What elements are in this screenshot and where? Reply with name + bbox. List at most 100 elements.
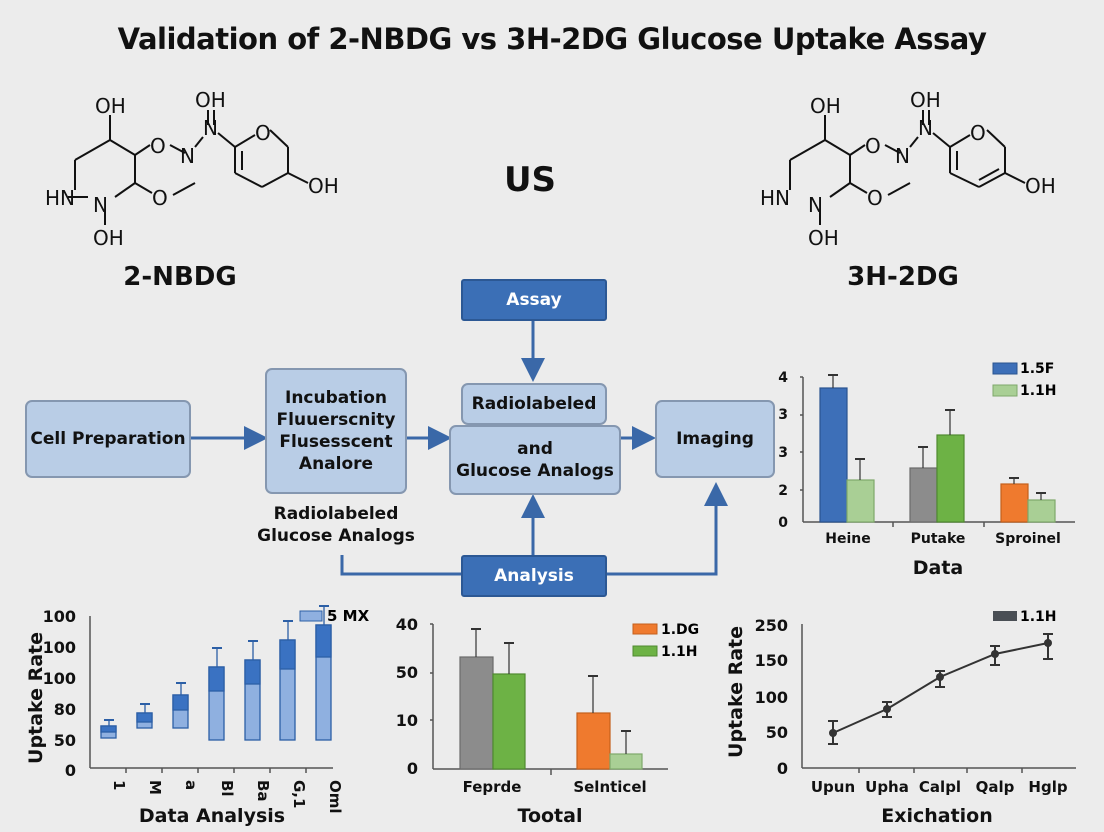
xtick: Bl bbox=[218, 780, 236, 797]
molecule-2nbdg-structure: OH HN N OH O N N OH O O OH bbox=[45, 88, 339, 250]
chart-bottom-right: 250 150 100 50 0 Uptake Rate Upun Upha C… bbox=[725, 609, 1076, 827]
x-axis-label: Exichation bbox=[881, 805, 993, 827]
ytick: 50 bbox=[54, 731, 76, 750]
chart-legend: 1.DG 1.1H bbox=[632, 622, 699, 660]
svg-text:HN: HN bbox=[760, 186, 790, 210]
chart-bottom-middle: 40 50 10 0 Feprde Selnticel Tootal 1.DG … bbox=[396, 615, 699, 827]
svg-text:HN: HN bbox=[45, 186, 75, 210]
ytick: 100 bbox=[43, 669, 76, 688]
xtick: Selnticel bbox=[573, 778, 646, 796]
xtick: Hglp bbox=[1028, 778, 1067, 796]
flow-box-radiolabeled: Radiolabeled bbox=[461, 383, 607, 425]
ytick: 40 bbox=[396, 615, 418, 634]
x-axis-label: Tootal bbox=[518, 805, 583, 827]
svg-text:OH: OH bbox=[810, 94, 841, 118]
legend-label: 1.1H bbox=[1020, 609, 1057, 625]
flow-box-imaging: Imaging bbox=[655, 400, 775, 478]
svg-text:O: O bbox=[865, 134, 881, 158]
svg-text:N: N bbox=[895, 144, 910, 168]
x-axis-label: Data bbox=[913, 557, 964, 579]
svg-text:OH: OH bbox=[1025, 174, 1056, 198]
xtick: Upha bbox=[865, 778, 909, 796]
chart-legend: 1.1H bbox=[993, 609, 1057, 625]
ytick: 150 bbox=[755, 651, 788, 670]
xtick: Feprde bbox=[463, 778, 522, 796]
svg-text:OH: OH bbox=[808, 226, 839, 250]
chart-legend: 1.5F 1.1H bbox=[992, 361, 1057, 399]
svg-text:N: N bbox=[93, 193, 108, 217]
ytick: 2 bbox=[778, 483, 788, 499]
xtick: Heine bbox=[825, 531, 870, 547]
legend-label: 1.DG bbox=[661, 622, 699, 638]
ytick: 0 bbox=[407, 759, 418, 778]
chart-bottom-left: 100 100 100 80 50 0 Uptake Rate 1 M a Bl… bbox=[25, 605, 370, 827]
ytick: 50 bbox=[396, 663, 418, 682]
incubation-line-3: Flusesscent bbox=[279, 432, 393, 452]
ytick: 100 bbox=[755, 688, 788, 707]
svg-text:OH: OH bbox=[195, 88, 226, 112]
ytick: 0 bbox=[65, 761, 76, 780]
legend-label: 5 MX bbox=[327, 607, 370, 625]
svg-text:N: N bbox=[918, 116, 933, 140]
svg-text:O: O bbox=[255, 121, 271, 145]
ytick: 0 bbox=[778, 515, 788, 531]
xtick: Qalp bbox=[976, 778, 1015, 796]
ytick: 80 bbox=[54, 700, 76, 719]
xtick: Putake bbox=[911, 531, 966, 547]
molecule-label-2nbdg: 2-NBDG bbox=[123, 262, 237, 292]
svg-text:O: O bbox=[867, 186, 883, 210]
svg-text:N: N bbox=[808, 193, 823, 217]
glucose-line-1: and bbox=[517, 438, 553, 459]
molecule-3h2dg-structure: OH HN N OH O N N OH O O OH bbox=[760, 88, 1056, 250]
flow-box-assay: Assay bbox=[461, 279, 607, 321]
legend-label: 1.5F bbox=[1020, 361, 1054, 377]
ytick: 3 bbox=[778, 407, 788, 423]
flow-box-incubation: Incubation Fluuerscnity Flusesscent Anal… bbox=[265, 368, 407, 494]
svg-text:O: O bbox=[150, 134, 166, 158]
y-axis-label: Uptake Rate bbox=[25, 632, 47, 764]
svg-text:OH: OH bbox=[95, 94, 126, 118]
xtick: Sproinel bbox=[995, 531, 1061, 547]
flow-box-analysis: Analysis bbox=[461, 555, 607, 597]
page-title: Validation of 2-NBDG vs 3H-2DG Glucose U… bbox=[117, 22, 987, 56]
legend-label: 1.1H bbox=[661, 644, 698, 660]
xtick: Upun bbox=[811, 778, 855, 796]
xtick: G,1 bbox=[290, 780, 308, 808]
svg-text:O: O bbox=[152, 186, 168, 210]
xtick: Oml bbox=[326, 780, 344, 814]
svg-text:OH: OH bbox=[308, 174, 339, 198]
y-axis-label: Uptake Rate bbox=[725, 626, 747, 758]
ytick: 4 bbox=[778, 370, 788, 386]
chart-top-right: 4 3 3 2 0 Heine Putake Sproinel Data 1.5… bbox=[778, 361, 1075, 579]
ytick: 10 bbox=[396, 711, 418, 730]
ytick: 100 bbox=[43, 638, 76, 657]
caption-line-1: Radiolabeled bbox=[273, 504, 399, 524]
flow-box-glucose-analogs: and Glucose Analogs bbox=[449, 425, 621, 495]
legend-label: 1.1H bbox=[1020, 383, 1057, 399]
ytick: 3 bbox=[778, 445, 788, 461]
xtick: Calpl bbox=[919, 778, 961, 796]
ytick: 250 bbox=[755, 616, 788, 635]
svg-text:N: N bbox=[180, 144, 195, 168]
incubation-line-2: Fluuerscnity bbox=[276, 409, 396, 430]
ytick: 50 bbox=[766, 723, 788, 742]
x-axis-label: Data Analysis bbox=[139, 805, 285, 827]
xtick: 1 bbox=[110, 780, 128, 790]
svg-text:OH: OH bbox=[93, 226, 124, 250]
xtick: a bbox=[182, 780, 200, 790]
svg-text:N: N bbox=[203, 116, 218, 140]
chart-legend: 5 MX bbox=[299, 607, 370, 625]
incubation-caption: Radiolabeled Glucose Analogs bbox=[245, 503, 427, 547]
caption-line-2: Glucose Analogs bbox=[257, 526, 415, 547]
xtick: M bbox=[146, 780, 164, 795]
incubation-line-4: Analore bbox=[298, 454, 374, 475]
versus-label: US bbox=[503, 160, 557, 200]
flow-box-cell-preparation: Cell Preparation bbox=[25, 400, 191, 478]
xtick: Ba bbox=[254, 780, 272, 802]
molecule-label-3h2dg: 3H-2DG bbox=[847, 262, 959, 292]
svg-text:OH: OH bbox=[910, 88, 941, 112]
ytick: 0 bbox=[777, 759, 788, 778]
incubation-line-1: Incubation bbox=[285, 387, 387, 408]
ytick: 100 bbox=[43, 607, 76, 626]
